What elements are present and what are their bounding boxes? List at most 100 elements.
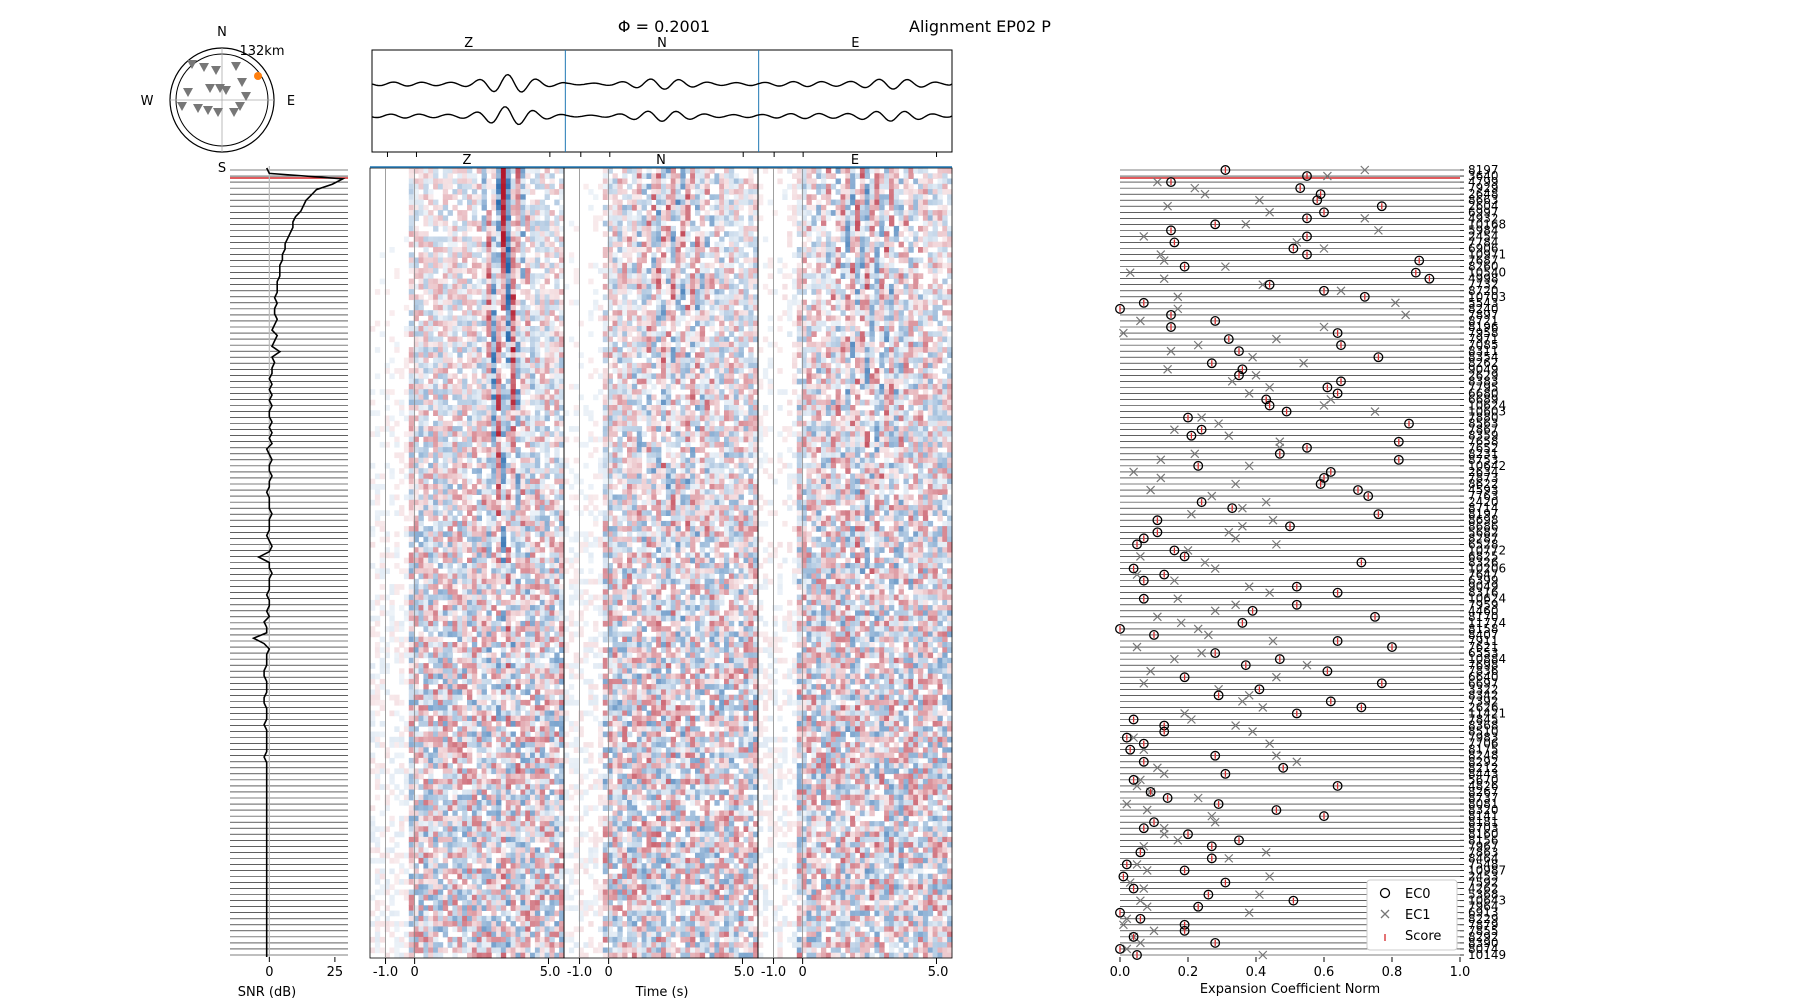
ec1-point (1292, 757, 1302, 767)
ec-station-label: 6825 (1468, 549, 1499, 563)
ec1-point (1173, 304, 1183, 314)
ec-station-label: 10149 (1468, 948, 1506, 962)
ec-station-label: 8287 (1468, 531, 1499, 545)
ec-station-label: 6697 (1468, 676, 1499, 690)
ec0-point (1332, 780, 1343, 791)
station-map: N W E 132km (141, 25, 295, 153)
ec0-point (1247, 605, 1258, 616)
ec0-point (1152, 527, 1163, 538)
ec-station-label: 2629 (1468, 368, 1499, 382)
ec1-point (1173, 292, 1183, 302)
ec0-point (1356, 557, 1367, 568)
ec1-point (1244, 908, 1254, 918)
ec1-point (1190, 449, 1200, 459)
ec-station-label: 5368 (1468, 888, 1499, 902)
ec1-point (1210, 817, 1220, 827)
map-station-marker (213, 108, 223, 117)
ec-station-label: 10703 (1468, 290, 1506, 304)
waveform-component-frame (757, 167, 953, 959)
ec1-point (1224, 853, 1234, 863)
ec1-point (1129, 467, 1139, 477)
ec0-point (1302, 213, 1312, 224)
ec1-point (1146, 666, 1156, 676)
ec1-point (1265, 739, 1275, 749)
ec-station-label: 6913 (1468, 906, 1499, 920)
ec-station-label: 8368 (1468, 719, 1499, 733)
ec0-point (1291, 599, 1302, 610)
map-station-marker (205, 84, 215, 93)
ec0-point (1203, 889, 1214, 900)
ec-station-label: 8170 (1468, 610, 1499, 624)
snr-panel: 0 25 S SNR (dB) (218, 161, 348, 1000)
ec-tick-label: 0.8 (1382, 965, 1403, 980)
ec1-point (1237, 521, 1247, 531)
ec0-point (1336, 376, 1346, 387)
ec1-point (1241, 219, 1251, 229)
ec1-point (1244, 388, 1254, 398)
ec-legend: EC0 EC1 Score (1366, 879, 1458, 951)
map-north-label: N (217, 25, 227, 40)
ec0-point (1132, 539, 1142, 550)
map-station-highlight (254, 72, 262, 80)
ec1-point (1268, 515, 1278, 525)
ec-station-label: 10603 (1468, 405, 1506, 419)
ec1-point (1360, 165, 1370, 175)
legend-ec1-label: EC1 (1405, 908, 1431, 923)
ec0-point (1291, 581, 1302, 592)
ec-station-label: 8240 (1468, 302, 1499, 316)
ec0-point (1234, 835, 1244, 846)
legend-ec0-label: EC0 (1405, 887, 1431, 902)
ec-tick-label: 1.0 (1450, 965, 1471, 980)
ec-station-label: 10971 (1468, 248, 1506, 262)
ec1-point (1118, 920, 1128, 930)
ec-station-label: 3640 (1468, 169, 1499, 183)
snr-s-label: S (218, 161, 226, 176)
ec1-point (1193, 340, 1203, 350)
ec0-points (1115, 165, 1435, 960)
snr-xlabel: SNR (dB) (238, 985, 296, 1000)
ec0-point (1295, 183, 1306, 194)
ec-station-label: 10168 (1468, 217, 1506, 231)
ec0-point (1206, 358, 1217, 369)
ec0-point (1138, 575, 1149, 586)
ec0-point (1322, 666, 1333, 677)
ec0-point (1196, 424, 1207, 435)
map-west-label: W (141, 94, 154, 109)
ec1-point (1248, 352, 1258, 362)
ec1-point (1207, 491, 1217, 501)
ec-station-label: 7863 (1468, 845, 1499, 859)
ec-station-label: 8197 (1468, 507, 1499, 521)
ec0-point (1302, 442, 1312, 453)
beam-trace-line (371, 73, 953, 93)
ec-station-label: 8262 (1468, 356, 1499, 370)
beam-traces (371, 50, 953, 157)
ec1-point (1244, 461, 1254, 471)
map-station-marker (177, 102, 187, 111)
ec0-point (1291, 708, 1302, 719)
ec-station-label: 7548 (1468, 857, 1499, 871)
ec0-point (1166, 309, 1176, 320)
waveform-component-label: E (851, 153, 859, 168)
snr-curve (251, 167, 346, 957)
ec1-point (1322, 171, 1332, 181)
ec-station-label: 2604 (1468, 199, 1499, 213)
ec-station-label: 8407 (1468, 628, 1499, 642)
ec-station-label: 7967 (1468, 839, 1499, 853)
beam-component-label: Z (464, 36, 473, 51)
ec-station-label: 6997 (1468, 205, 1499, 219)
ec-station-label: 8316 (1468, 586, 1499, 600)
ec-tick-label: 0.4 (1246, 965, 1267, 980)
ec0-point (1237, 617, 1248, 628)
ec0-point (1281, 406, 1292, 417)
ec0-point (1220, 165, 1231, 175)
ec-station-label: 8721 (1468, 314, 1499, 328)
ec1-point (1220, 262, 1230, 272)
map-station-marker (231, 62, 241, 71)
ec0-point (1264, 279, 1275, 290)
ec1-point (1190, 183, 1200, 193)
ec-tick-label: 0.0 (1110, 965, 1131, 980)
snr-tick-label: 25 (327, 965, 344, 980)
figure-title: Alignment EP02 P (909, 17, 1051, 36)
ec-station-label: 8248 (1468, 749, 1499, 763)
ec-station-label: 10772 (1468, 543, 1506, 557)
